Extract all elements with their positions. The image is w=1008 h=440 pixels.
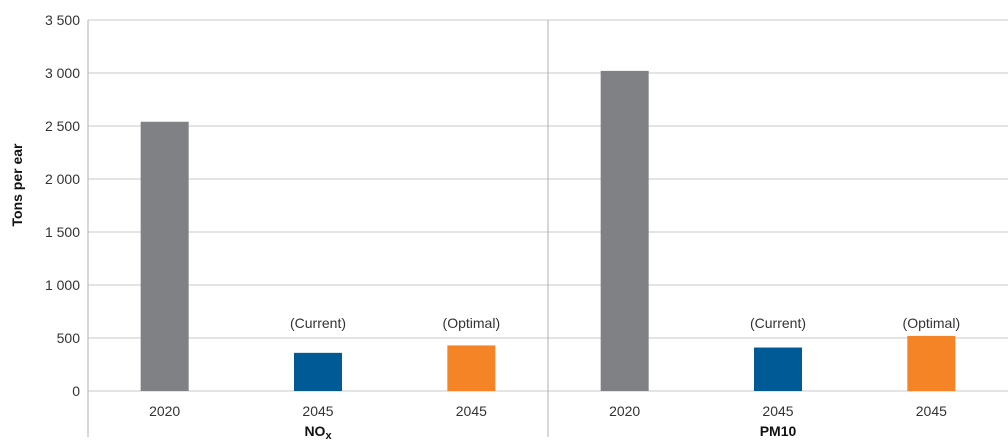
- x-category-label: 2020: [609, 403, 640, 419]
- y-tick-label: 1 500: [45, 224, 80, 240]
- bar: [294, 352, 342, 391]
- x-category-label: 2045: [302, 403, 333, 419]
- y-tick-label: 0: [72, 383, 80, 399]
- bar: [600, 70, 649, 391]
- bar: [447, 345, 496, 391]
- x-category-label: 2045: [916, 403, 947, 419]
- bars: [140, 70, 956, 391]
- x-category-label: 2045: [456, 403, 487, 419]
- y-tick-label: 500: [57, 330, 81, 346]
- y-axis-title: Tons per ear: [9, 143, 25, 227]
- bar-annotation: (Optimal): [903, 315, 961, 331]
- group-label: NOx: [304, 423, 332, 440]
- bar-annotation: (Current): [290, 315, 346, 331]
- x-category-label: 2045: [762, 403, 793, 419]
- y-tick-label: 3 500: [45, 12, 80, 28]
- y-tick-label: 1 000: [45, 277, 80, 293]
- x-category-label: 2020: [149, 403, 180, 419]
- bar: [140, 121, 189, 391]
- gridlines: [87, 19, 1008, 437]
- bar: [907, 335, 956, 391]
- bar-annotation: (Current): [750, 315, 806, 331]
- bar-annotation: (Optimal): [443, 315, 501, 331]
- y-tick-label: 3 000: [45, 65, 80, 81]
- group-label: PM10: [760, 423, 797, 439]
- y-tick-label: 2 500: [45, 118, 80, 134]
- labels: 0 500 1 000 1 500 2 000 2 500 3 000 3 500 2020 20…: [45, 12, 960, 440]
- bar: [754, 347, 802, 391]
- y-tick-label: 2 000: [45, 171, 80, 187]
